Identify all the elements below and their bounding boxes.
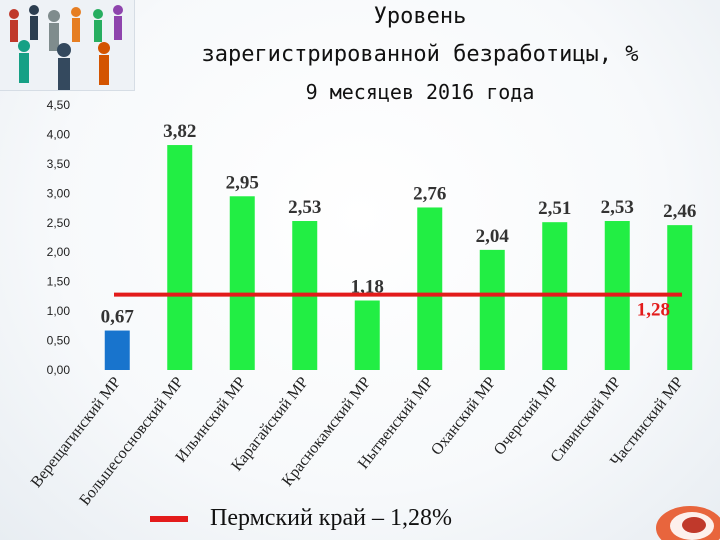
y-tick-label: 1,00	[47, 304, 71, 318]
bar-value-label: 0,67	[101, 307, 135, 328]
y-tick-label: 4,50	[47, 98, 71, 112]
x-tick-label: Оханский МР	[428, 374, 499, 459]
bar-value-label: 2,51	[538, 198, 571, 219]
reference-line-group: 1,28	[114, 292, 682, 321]
legend: Пермский край – 1,28%	[150, 505, 452, 532]
bar	[479, 249, 505, 370]
y-tick-label: 2,50	[47, 216, 71, 230]
bar-value-label: 2,53	[601, 197, 634, 218]
bar-value-label: 2,95	[226, 172, 259, 193]
y-tick-label: 3,00	[47, 186, 71, 200]
reference-line-label: 1,28	[637, 300, 670, 321]
y-tick-label: 3,50	[47, 157, 71, 171]
y-tick-label: 0,50	[47, 334, 71, 348]
people-crowd-image	[0, 0, 135, 91]
bar	[417, 207, 443, 370]
chart-subtitle: 9 месяцев 2016 года	[305, 80, 535, 104]
bars-group: 0,67 3,82 2,95 2,53 1,18 2,76 2,04 2,51 2,53 2,46	[101, 121, 696, 370]
bar-value-label: 2,04	[476, 226, 510, 247]
y-tick-label: 4,00	[47, 127, 71, 141]
bar	[167, 145, 193, 370]
bar-value-label: 3,82	[163, 121, 196, 142]
legend-label: Пермский край – 1,28%	[210, 505, 452, 531]
bar	[229, 196, 255, 370]
y-tick-label: 1,50	[47, 275, 71, 289]
bar-value-label: 1,18	[351, 277, 384, 298]
y-tick-label: 0,00	[47, 363, 71, 377]
x-tick-label: Большесосновский МР	[76, 374, 187, 509]
corner-emblem	[656, 506, 720, 540]
bar	[667, 225, 693, 370]
bar	[104, 330, 130, 370]
legend-swatch	[150, 515, 188, 522]
bar-value-label: 2,46	[663, 201, 696, 222]
chart-title-line-1: Уровень	[373, 4, 467, 29]
y-axis: 0,00 0,50 1,00 1,50 2,00 2,50 3,00 3,50 4,00 4,50	[47, 98, 71, 377]
y-tick-label: 2,00	[47, 245, 71, 259]
bar	[354, 300, 380, 370]
x-tick-label: Очерский МР	[491, 374, 562, 458]
chart-title-line-2: зарегистрированной безработицы, %	[201, 42, 639, 67]
bar-value-label: 2,53	[288, 197, 321, 218]
bar-value-label: 2,76	[413, 183, 446, 204]
